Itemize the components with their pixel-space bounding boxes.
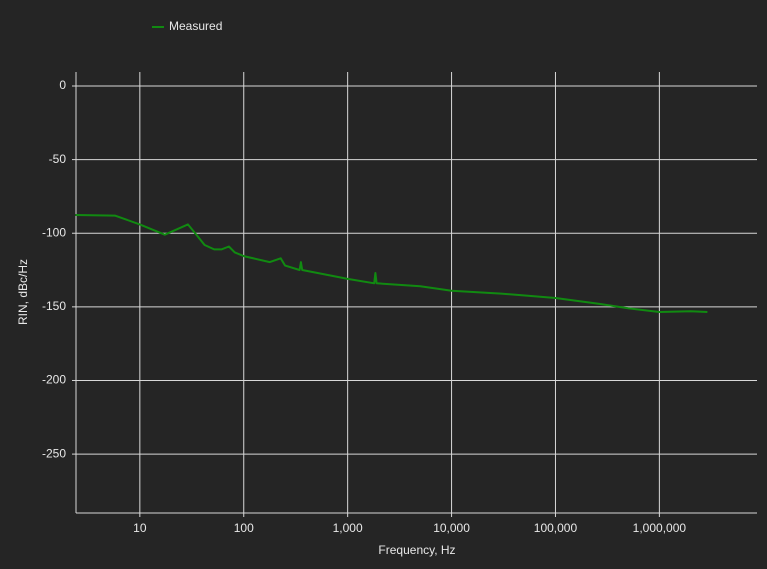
- y-tick-label: 0: [59, 78, 66, 92]
- x-tick-label: 100,000: [534, 521, 578, 535]
- y-tick-label: -50: [49, 152, 67, 166]
- y-axis-title: RIN, dBc/Hz: [16, 259, 30, 325]
- y-tick-label: -250: [42, 446, 66, 460]
- x-axis-title: Frequency, Hz: [378, 543, 455, 557]
- data-line: [75, 214, 708, 313]
- legend-label: Measured: [169, 19, 222, 33]
- y-tick-label: -200: [42, 373, 66, 387]
- y-tick-label: -100: [42, 225, 66, 239]
- x-tick-label: 1,000: [333, 521, 363, 535]
- x-tick-label: 10,000: [433, 521, 470, 535]
- x-tick-label: 100: [234, 521, 254, 535]
- x-tick-label: 1,000,000: [633, 521, 687, 535]
- x-tick-label: 10: [133, 521, 147, 535]
- y-tick-label: -150: [42, 299, 66, 313]
